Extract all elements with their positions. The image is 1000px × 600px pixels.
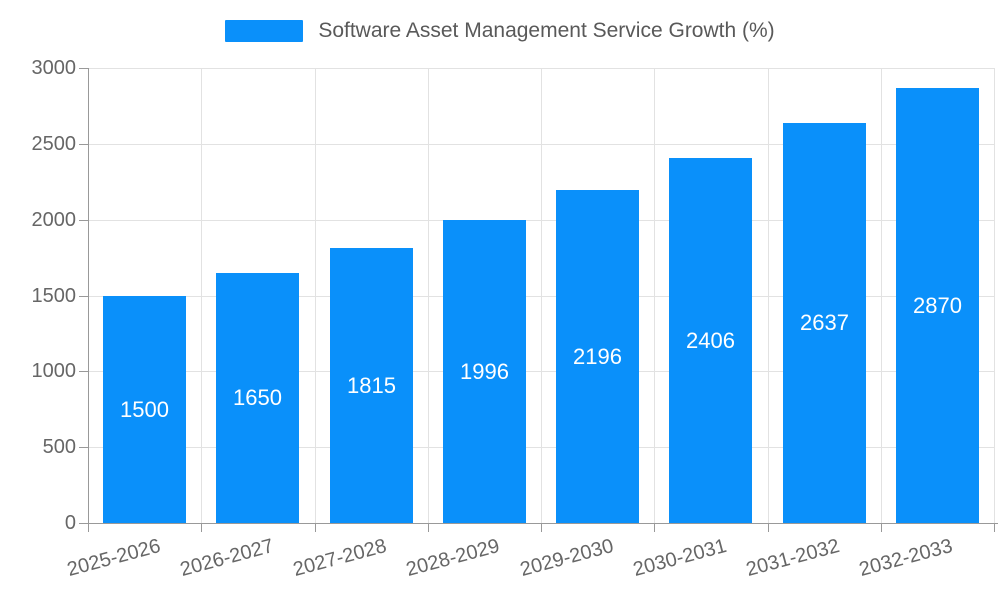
bar-2032-2033[interactable] [896,88,979,523]
y-axis-tick-label: 2500 [31,133,77,155]
gridline-vertical [768,68,769,523]
x-axis-tick [541,523,542,532]
bar-value-label: 2406 [686,327,735,353]
y-axis-tick-label: 3000 [31,57,77,79]
bar-2030-2031[interactable] [669,158,752,523]
bar-2027-2028[interactable] [330,248,413,523]
gridline-vertical [541,68,542,523]
y-axis-tick-label: 0 [64,512,76,534]
x-axis-tick [201,523,202,532]
bar-2028-2029[interactable] [443,220,526,523]
bar-value-label: 2870 [913,292,962,318]
y-axis-tick [79,523,88,524]
y-axis-tick [79,220,88,221]
bar-value-label: 1815 [347,372,396,398]
bar-value-label: 1650 [233,385,282,410]
y-axis-tick [79,144,88,145]
bar-2029-2030[interactable] [556,190,639,523]
legend-swatch[interactable] [225,20,304,42]
gridline-vertical [201,68,202,523]
legend-label[interactable]: Software Asset Management Service Growth… [318,19,775,42]
x-axis-tick [315,523,316,532]
gridline-vertical [428,68,429,523]
y-axis-tick-label: 500 [42,436,76,458]
x-axis-tick [654,523,655,532]
y-axis-tick [79,447,88,448]
y-axis-tick [79,68,88,69]
bar-2026-2027[interactable] [216,273,299,523]
bar-value-label: 2196 [573,343,622,369]
y-axis-tick-label: 1000 [31,360,77,382]
gridline-vertical [315,68,316,523]
y-axis-tick-label: 1500 [31,285,77,307]
bar-2031-2032[interactable] [783,123,866,523]
bar-value-label: 1500 [120,396,169,422]
gridline-vertical [994,68,995,523]
bar-value-label: 1996 [460,358,509,384]
chart-legend[interactable]: Software Asset Management Service Growth… [0,19,1000,43]
bar-value-label: 2637 [800,310,849,335]
y-axis-tick [79,296,88,297]
bar-2025-2026[interactable] [103,296,186,523]
gridline-vertical [654,68,655,523]
y-axis-tick [79,371,88,372]
x-axis-tick [994,523,995,532]
x-axis-tick [881,523,882,532]
x-axis-line [88,523,998,524]
x-axis-tick [428,523,429,532]
x-axis-tick [768,523,769,532]
y-axis-tick-label: 2000 [31,209,77,231]
gridline-vertical [881,68,882,523]
y-axis-line [88,68,89,532]
